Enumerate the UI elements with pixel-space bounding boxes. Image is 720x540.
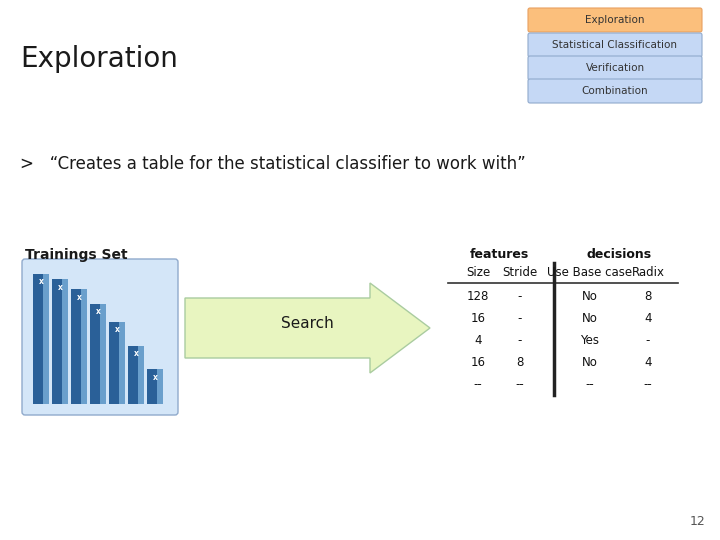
Bar (128, 346, 138, 404)
Text: 8: 8 (516, 356, 523, 369)
Text: --: -- (516, 379, 524, 392)
Text: 4: 4 (644, 356, 652, 369)
FancyBboxPatch shape (528, 8, 702, 32)
Text: x: x (134, 349, 138, 359)
Text: No: No (582, 291, 598, 303)
FancyBboxPatch shape (528, 79, 702, 103)
Text: Yes: Yes (580, 334, 600, 348)
Text: x: x (58, 282, 63, 292)
Text: x: x (76, 293, 81, 301)
Text: 4: 4 (644, 313, 652, 326)
Bar (52, 279, 62, 404)
Bar (147, 369, 157, 404)
Bar (71, 289, 81, 404)
Text: x: x (96, 307, 100, 316)
Text: x: x (153, 373, 158, 381)
Text: -: - (518, 291, 522, 303)
Text: Stride: Stride (503, 267, 538, 280)
Bar (157, 369, 163, 404)
Text: 4: 4 (474, 334, 482, 348)
Text: --: -- (644, 379, 652, 392)
Text: No: No (582, 313, 598, 326)
Bar (62, 279, 68, 404)
Text: -: - (518, 334, 522, 348)
Bar (119, 322, 125, 404)
Text: decisions: decisions (586, 248, 652, 261)
Text: -: - (518, 313, 522, 326)
Text: Size: Size (466, 267, 490, 280)
Text: 8: 8 (644, 291, 652, 303)
Text: Trainings Set: Trainings Set (25, 248, 127, 262)
Bar (33, 274, 42, 404)
Polygon shape (185, 283, 430, 373)
Text: Exploration: Exploration (20, 45, 178, 73)
Bar (109, 322, 119, 404)
Text: 16: 16 (470, 356, 485, 369)
Text: 12: 12 (689, 515, 705, 528)
Bar (90, 304, 99, 404)
Text: --: -- (474, 379, 482, 392)
Bar (138, 346, 144, 404)
FancyBboxPatch shape (22, 259, 178, 415)
Text: x: x (39, 278, 43, 287)
Text: Search: Search (281, 315, 333, 330)
FancyBboxPatch shape (528, 33, 702, 57)
Bar (99, 304, 106, 404)
Bar (42, 274, 49, 404)
Text: 16: 16 (470, 313, 485, 326)
Text: Verification: Verification (585, 63, 644, 73)
Text: Exploration: Exploration (585, 15, 644, 25)
Text: No: No (582, 356, 598, 369)
Text: --: -- (585, 379, 595, 392)
Text: Statistical Classification: Statistical Classification (552, 40, 678, 50)
Text: features: features (469, 248, 528, 261)
Text: x: x (114, 326, 120, 334)
Text: >   “Creates a table for the statistical classifier to work with”: > “Creates a table for the statistical c… (20, 155, 526, 173)
Bar (81, 289, 87, 404)
Text: -: - (646, 334, 650, 348)
Text: Use Base case: Use Base case (547, 267, 633, 280)
Text: 128: 128 (467, 291, 489, 303)
Text: Combination: Combination (582, 86, 648, 96)
Text: Radix: Radix (631, 267, 665, 280)
FancyBboxPatch shape (528, 56, 702, 80)
